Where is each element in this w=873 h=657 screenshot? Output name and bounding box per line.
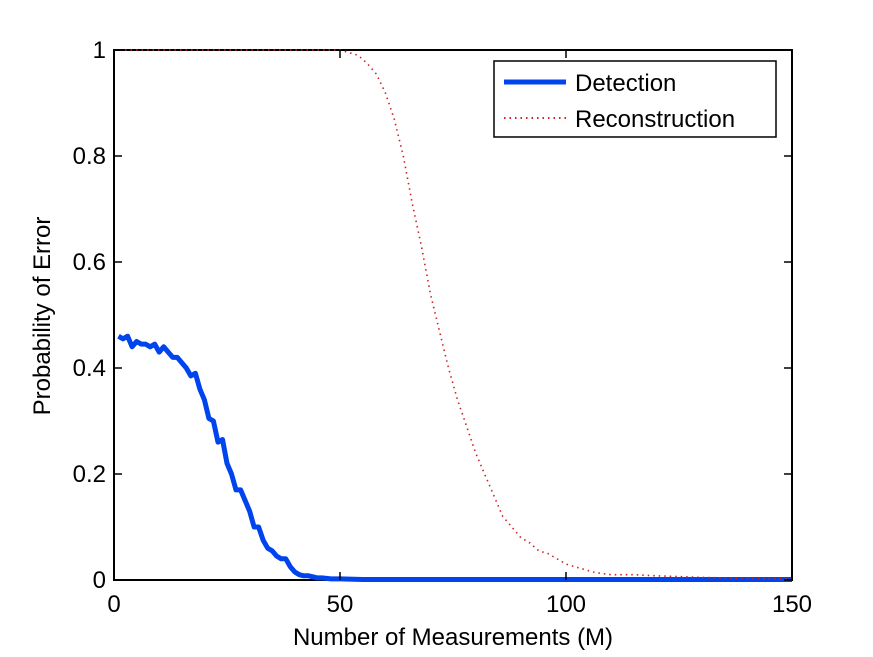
y-tick-label: 0.2 bbox=[73, 461, 106, 488]
x-tick-label: 0 bbox=[107, 591, 120, 618]
legend-label-detection: Detection bbox=[575, 70, 676, 97]
legend-label-reconstruction: Reconstruction bbox=[575, 106, 735, 133]
y-tick-label: 0.6 bbox=[73, 249, 106, 276]
series-line-reconstruction bbox=[114, 49, 793, 580]
x-axis-ticks: 0 50 100 150 bbox=[107, 50, 812, 618]
x-tick-label: 50 bbox=[327, 591, 354, 618]
y-tick-label: 0.8 bbox=[73, 143, 106, 170]
y-tick-label: 0 bbox=[93, 567, 106, 594]
y-axis-ticks: 0 0.2 0.4 0.6 0.8 1 bbox=[73, 37, 792, 594]
x-tick-label: 150 bbox=[772, 591, 812, 618]
x-axis-label: Number of Measurements (M) bbox=[293, 624, 613, 651]
x-tick-label: 100 bbox=[546, 591, 586, 618]
legend: Detection Reconstruction bbox=[493, 60, 777, 138]
y-tick-label: 0.4 bbox=[73, 355, 106, 382]
y-tick-label: 1 bbox=[93, 37, 106, 64]
plot-area bbox=[113, 49, 793, 582]
legend-box bbox=[493, 60, 777, 138]
y-axis-label: Probability of Error bbox=[29, 217, 56, 416]
series-line-detection bbox=[117, 333, 792, 582]
